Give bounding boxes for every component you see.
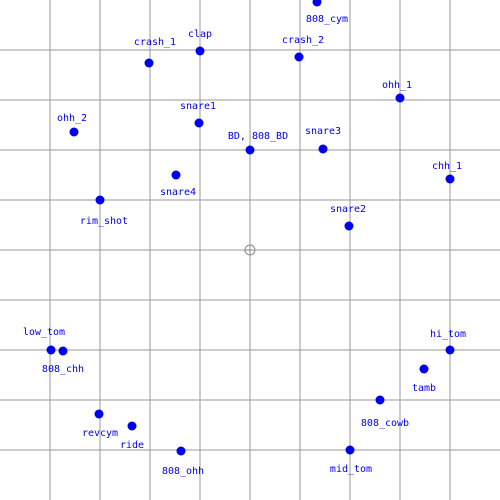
sample-point-tamb[interactable]: tamb <box>412 364 436 395</box>
sample-point-snare4[interactable]: snare4 <box>160 170 196 199</box>
sample-point-snare2[interactable]: snare2 <box>330 204 366 231</box>
sample-point-rim-shot[interactable]: rim_shot <box>80 195 128 228</box>
point-label: 808_chh <box>42 364 84 375</box>
point-label: revcym <box>82 428 118 439</box>
point-dot[interactable] <box>69 127 79 137</box>
sample-point-crash-1[interactable]: crash_1 <box>134 37 176 68</box>
point-dot[interactable] <box>58 346 68 356</box>
point-label: 808_cowb <box>361 418 409 429</box>
sample-point-snare3[interactable]: snare3 <box>305 126 341 154</box>
sample-point-revcym[interactable]: revcym <box>82 409 118 440</box>
point-dot[interactable] <box>245 145 255 155</box>
point-label: mid_tom <box>330 464 372 475</box>
point-label: 808_cym <box>306 14 348 25</box>
point-dot[interactable] <box>176 446 186 456</box>
point-dot[interactable] <box>375 395 385 405</box>
sample-point-808-ohh[interactable]: 808_ohh <box>162 446 204 478</box>
center-marker <box>244 244 256 256</box>
point-label: tamb <box>412 383 436 394</box>
point-dot[interactable] <box>94 409 104 419</box>
point-label: rim_shot <box>80 216 128 227</box>
point-dot[interactable] <box>445 174 455 184</box>
sample-point-hi-tom[interactable]: hi_tom <box>430 329 466 355</box>
sample-point-mid-tom[interactable]: mid_tom <box>330 445 372 476</box>
point-dot[interactable] <box>195 46 205 56</box>
point-dot[interactable] <box>194 118 204 128</box>
point-dot[interactable] <box>95 195 105 205</box>
point-label: snare3 <box>305 126 341 137</box>
point-dot[interactable] <box>144 58 154 68</box>
point-label: snare1 <box>180 101 216 112</box>
point-label: BD, 808_BD <box>228 131 288 142</box>
sample-point-snare1[interactable]: snare1 <box>180 101 216 128</box>
sample-point-808-chh[interactable]: 808_chh <box>42 346 84 376</box>
point-dot[interactable] <box>419 364 429 374</box>
point-label: clap <box>188 29 212 40</box>
point-dot[interactable] <box>171 170 181 180</box>
point-dot[interactable] <box>445 345 455 355</box>
sample-point-ohh-1[interactable]: ohh_1 <box>382 80 412 103</box>
sample-point-chh-1[interactable]: chh_1 <box>432 161 462 184</box>
sample-point-clap[interactable]: clap <box>188 29 212 56</box>
point-label: ohh_1 <box>382 80 412 91</box>
sample-point-low-tom[interactable]: low_tom <box>23 327 65 355</box>
point-dot[interactable] <box>344 221 354 231</box>
point-dot[interactable] <box>294 52 304 62</box>
sample-point-crash-2[interactable]: crash_2 <box>282 35 324 62</box>
point-label: ohh_2 <box>57 113 87 124</box>
point-label: crash_2 <box>282 35 324 46</box>
sample-point-808-cym[interactable]: 808_cym <box>306 0 348 25</box>
point-dot[interactable] <box>318 144 328 154</box>
point-label: snare4 <box>160 187 196 198</box>
point-label: 808_ohh <box>162 466 204 477</box>
point-label: snare2 <box>330 204 366 215</box>
point-dot[interactable] <box>127 421 137 431</box>
point-dot[interactable] <box>312 0 322 7</box>
point-label: ride <box>120 440 144 451</box>
point-label: low_tom <box>23 327 65 338</box>
point-label: chh_1 <box>432 161 462 172</box>
sample-point-ride[interactable]: ride <box>120 421 144 452</box>
sample-point-bd[interactable]: BD, 808_BD <box>228 131 288 155</box>
point-dot[interactable] <box>395 93 405 103</box>
point-label: hi_tom <box>430 329 466 340</box>
point-label: crash_1 <box>134 37 176 48</box>
sample-point-808-cowb[interactable]: 808_cowb <box>361 395 409 430</box>
sample-point-ohh-2[interactable]: ohh_2 <box>57 113 87 137</box>
point-dot[interactable] <box>345 445 355 455</box>
point-dot[interactable] <box>46 345 56 355</box>
